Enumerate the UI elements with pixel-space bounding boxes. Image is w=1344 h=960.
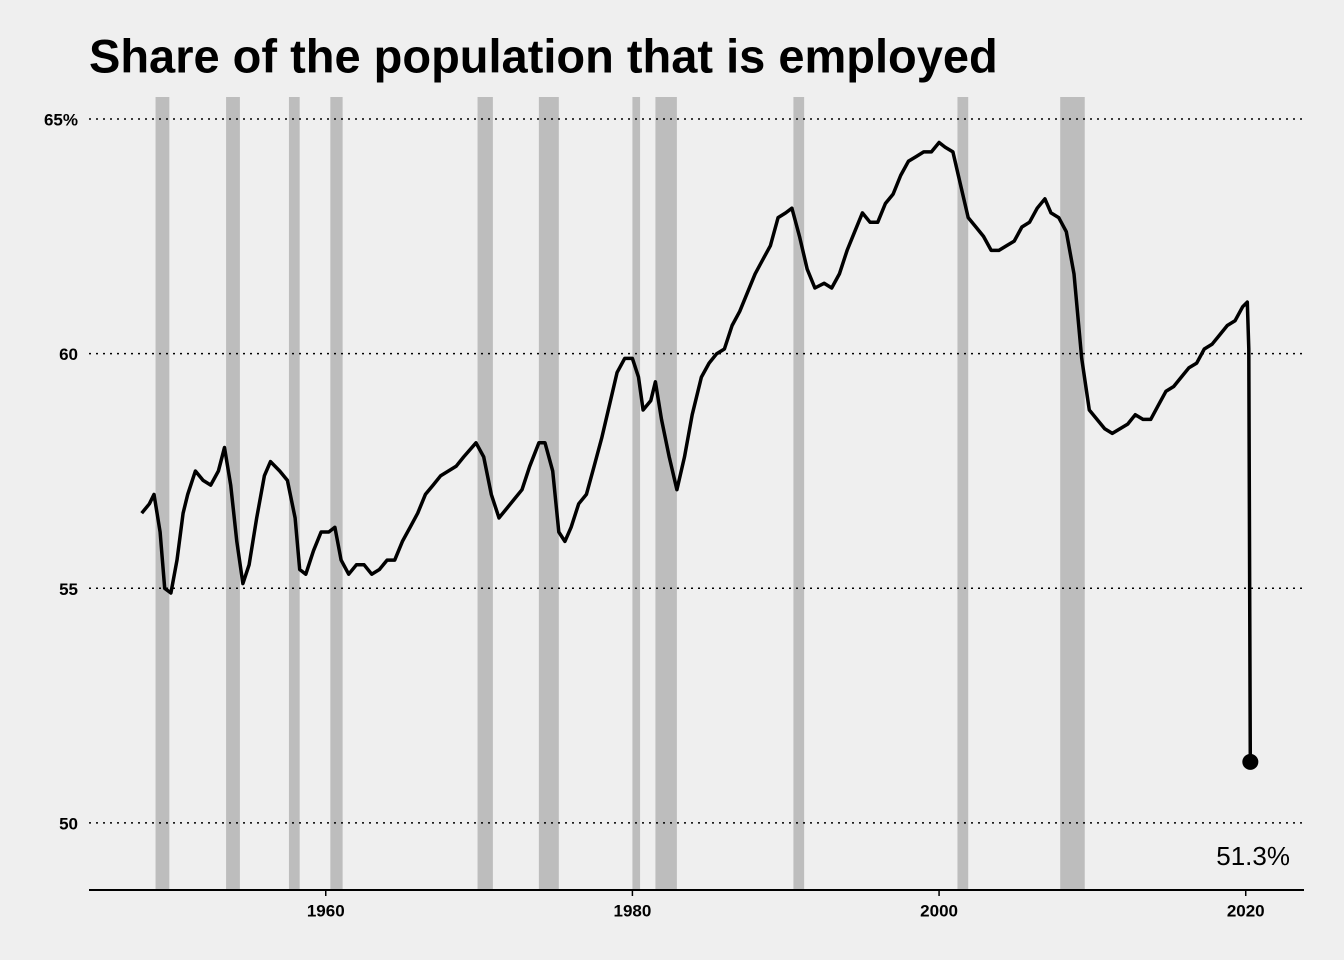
chart-title: Share of the population that is employed (89, 29, 998, 82)
y-tick-label: 50 (59, 814, 78, 833)
recession-band (655, 97, 677, 890)
x-tick-label: 2020 (1227, 901, 1265, 920)
x-tick-label: 1980 (613, 901, 651, 920)
end-point (1242, 753, 1259, 770)
x-tick-label: 2000 (920, 901, 958, 920)
recession-band (957, 97, 969, 890)
annotation: 51.3% (1216, 841, 1290, 871)
recession-band (538, 97, 559, 890)
recession-band (632, 97, 641, 890)
recession-band (1060, 97, 1085, 890)
recession-band (155, 97, 170, 890)
recession-band (477, 97, 493, 890)
x-tick-label: 1960 (307, 901, 345, 920)
y-tick-label: 55 (59, 580, 78, 599)
y-tick-label: 65% (44, 111, 78, 130)
recession-band (288, 97, 300, 890)
data-line (140, 140, 1253, 762)
y-tick-label: 60 (59, 345, 78, 364)
recession-band (330, 97, 343, 890)
recession-band (793, 97, 805, 890)
